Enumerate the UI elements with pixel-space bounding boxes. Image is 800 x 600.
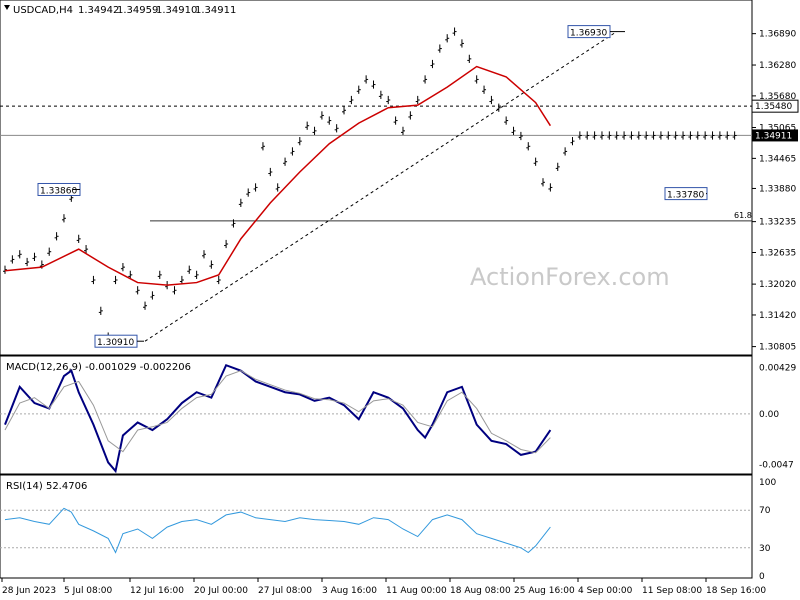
time-tick-label: 11 Aug 00:00 xyxy=(386,586,447,596)
time-tick-label: 5 Jul 08:00 xyxy=(64,586,113,596)
time-tick-label: 12 Jul 16:00 xyxy=(130,586,184,596)
macd-main-line xyxy=(4,363,552,474)
time-tick-label: 25 Aug 16:00 xyxy=(514,586,575,596)
moving-average xyxy=(4,65,552,286)
price-tick-label: 1.36890 xyxy=(759,30,796,40)
rsi-line xyxy=(4,507,551,554)
time-tick-label: 28 Jun 2023 xyxy=(2,586,56,596)
price-tick-label: 1.31420 xyxy=(759,311,796,321)
ohlc-open: 1.34942 xyxy=(78,5,119,16)
ohlc-low: 1.34910 xyxy=(156,5,197,16)
levels: 61.8 xyxy=(0,31,752,342)
time-tick-label: 4 Sep 00:00 xyxy=(578,586,633,596)
ohlc-close: 1.34911 xyxy=(195,5,236,16)
rsi-series: 100 70 30 0 xyxy=(0,478,776,582)
price-tick-label: 1.34465 xyxy=(759,154,796,164)
price-tick-label: 1.30805 xyxy=(759,343,796,353)
ohlc-high: 1.34959 xyxy=(117,5,158,16)
swing-annotation-label: 1.36930 xyxy=(570,29,607,39)
rsi-tick-label: 0 xyxy=(759,572,765,582)
price-panel xyxy=(0,0,753,356)
price-axis: 1.36890 1.36280 1.35680 1.35065 1.34465 1.338… xyxy=(751,30,799,353)
swing-annotation-label: 1.33860 xyxy=(40,186,77,196)
swing-annotations: 1.33860 1.30910 1.36930 1.33780 xyxy=(37,25,708,348)
time-tick-label: 20 Jul 00:00 xyxy=(194,586,248,596)
price-tick-label: 1.33235 xyxy=(759,218,796,228)
rsi-tick-label: 100 xyxy=(759,478,776,488)
symbol-timeframe: USDCAD,H4 xyxy=(13,5,73,16)
trend-line xyxy=(144,31,617,342)
price-tick-label: 1.36280 xyxy=(759,61,796,71)
macd-tick-label: 0.00 xyxy=(759,410,779,420)
rsi-tick-label: 70 xyxy=(759,506,771,516)
watermark: ActionForex.com xyxy=(470,263,670,291)
price-tick-label: 1.35680 xyxy=(759,92,796,102)
price-tick-label: 1.32635 xyxy=(759,248,796,258)
rsi-panel xyxy=(0,474,753,579)
price-tick-label: 1.35065 xyxy=(759,124,796,134)
fib-label: 61.8 xyxy=(734,211,752,220)
rsi-label: RSI(14) 52.4706 xyxy=(6,481,87,492)
macd-series: 0.00429 0.00 -0.0047 xyxy=(0,363,796,474)
rsi-tick-label: 30 xyxy=(759,544,771,554)
time-tick-label: 18 Sep 16:00 xyxy=(706,586,766,596)
macd-label: MACD(12,26,9) -0.001029 -0.002206 xyxy=(6,362,191,373)
price-tick-label: 1.33880 xyxy=(759,184,796,194)
price-tick-label: 1.32020 xyxy=(759,280,796,290)
ma-line xyxy=(4,65,552,286)
time-tick-label: 18 Aug 08:00 xyxy=(450,586,511,596)
price-series xyxy=(3,27,737,341)
ohlc-header: USDCAD,H4 1.34942 1.34959 1.34910 1.3491… xyxy=(4,5,236,16)
time-tick-label: 27 Jul 08:00 xyxy=(258,586,312,596)
current-price-tag-label: 1.34911 xyxy=(755,131,792,141)
time-axis: 28 Jun 2023 5 Jul 08:00 12 Jul 16:00 20 Jul… xyxy=(1,578,766,596)
time-tick-label: 11 Sep 08:00 xyxy=(642,586,702,596)
swing-annotation-label: 1.30910 xyxy=(97,338,134,348)
macd-tick-label: -0.0047 xyxy=(759,461,794,471)
macd-signal-line xyxy=(4,370,551,454)
current-price-tag xyxy=(752,129,798,142)
swing-annotation-label: 1.33780 xyxy=(667,191,704,201)
resistance-tag xyxy=(751,99,799,113)
time-tick-label: 3 Aug 16:00 xyxy=(322,586,377,596)
resistance-tag-label: 1.35480 xyxy=(755,102,792,112)
macd-tick-label: 0.00429 xyxy=(759,364,796,374)
macd-panel xyxy=(0,355,753,475)
triangle-down-icon xyxy=(4,5,10,10)
